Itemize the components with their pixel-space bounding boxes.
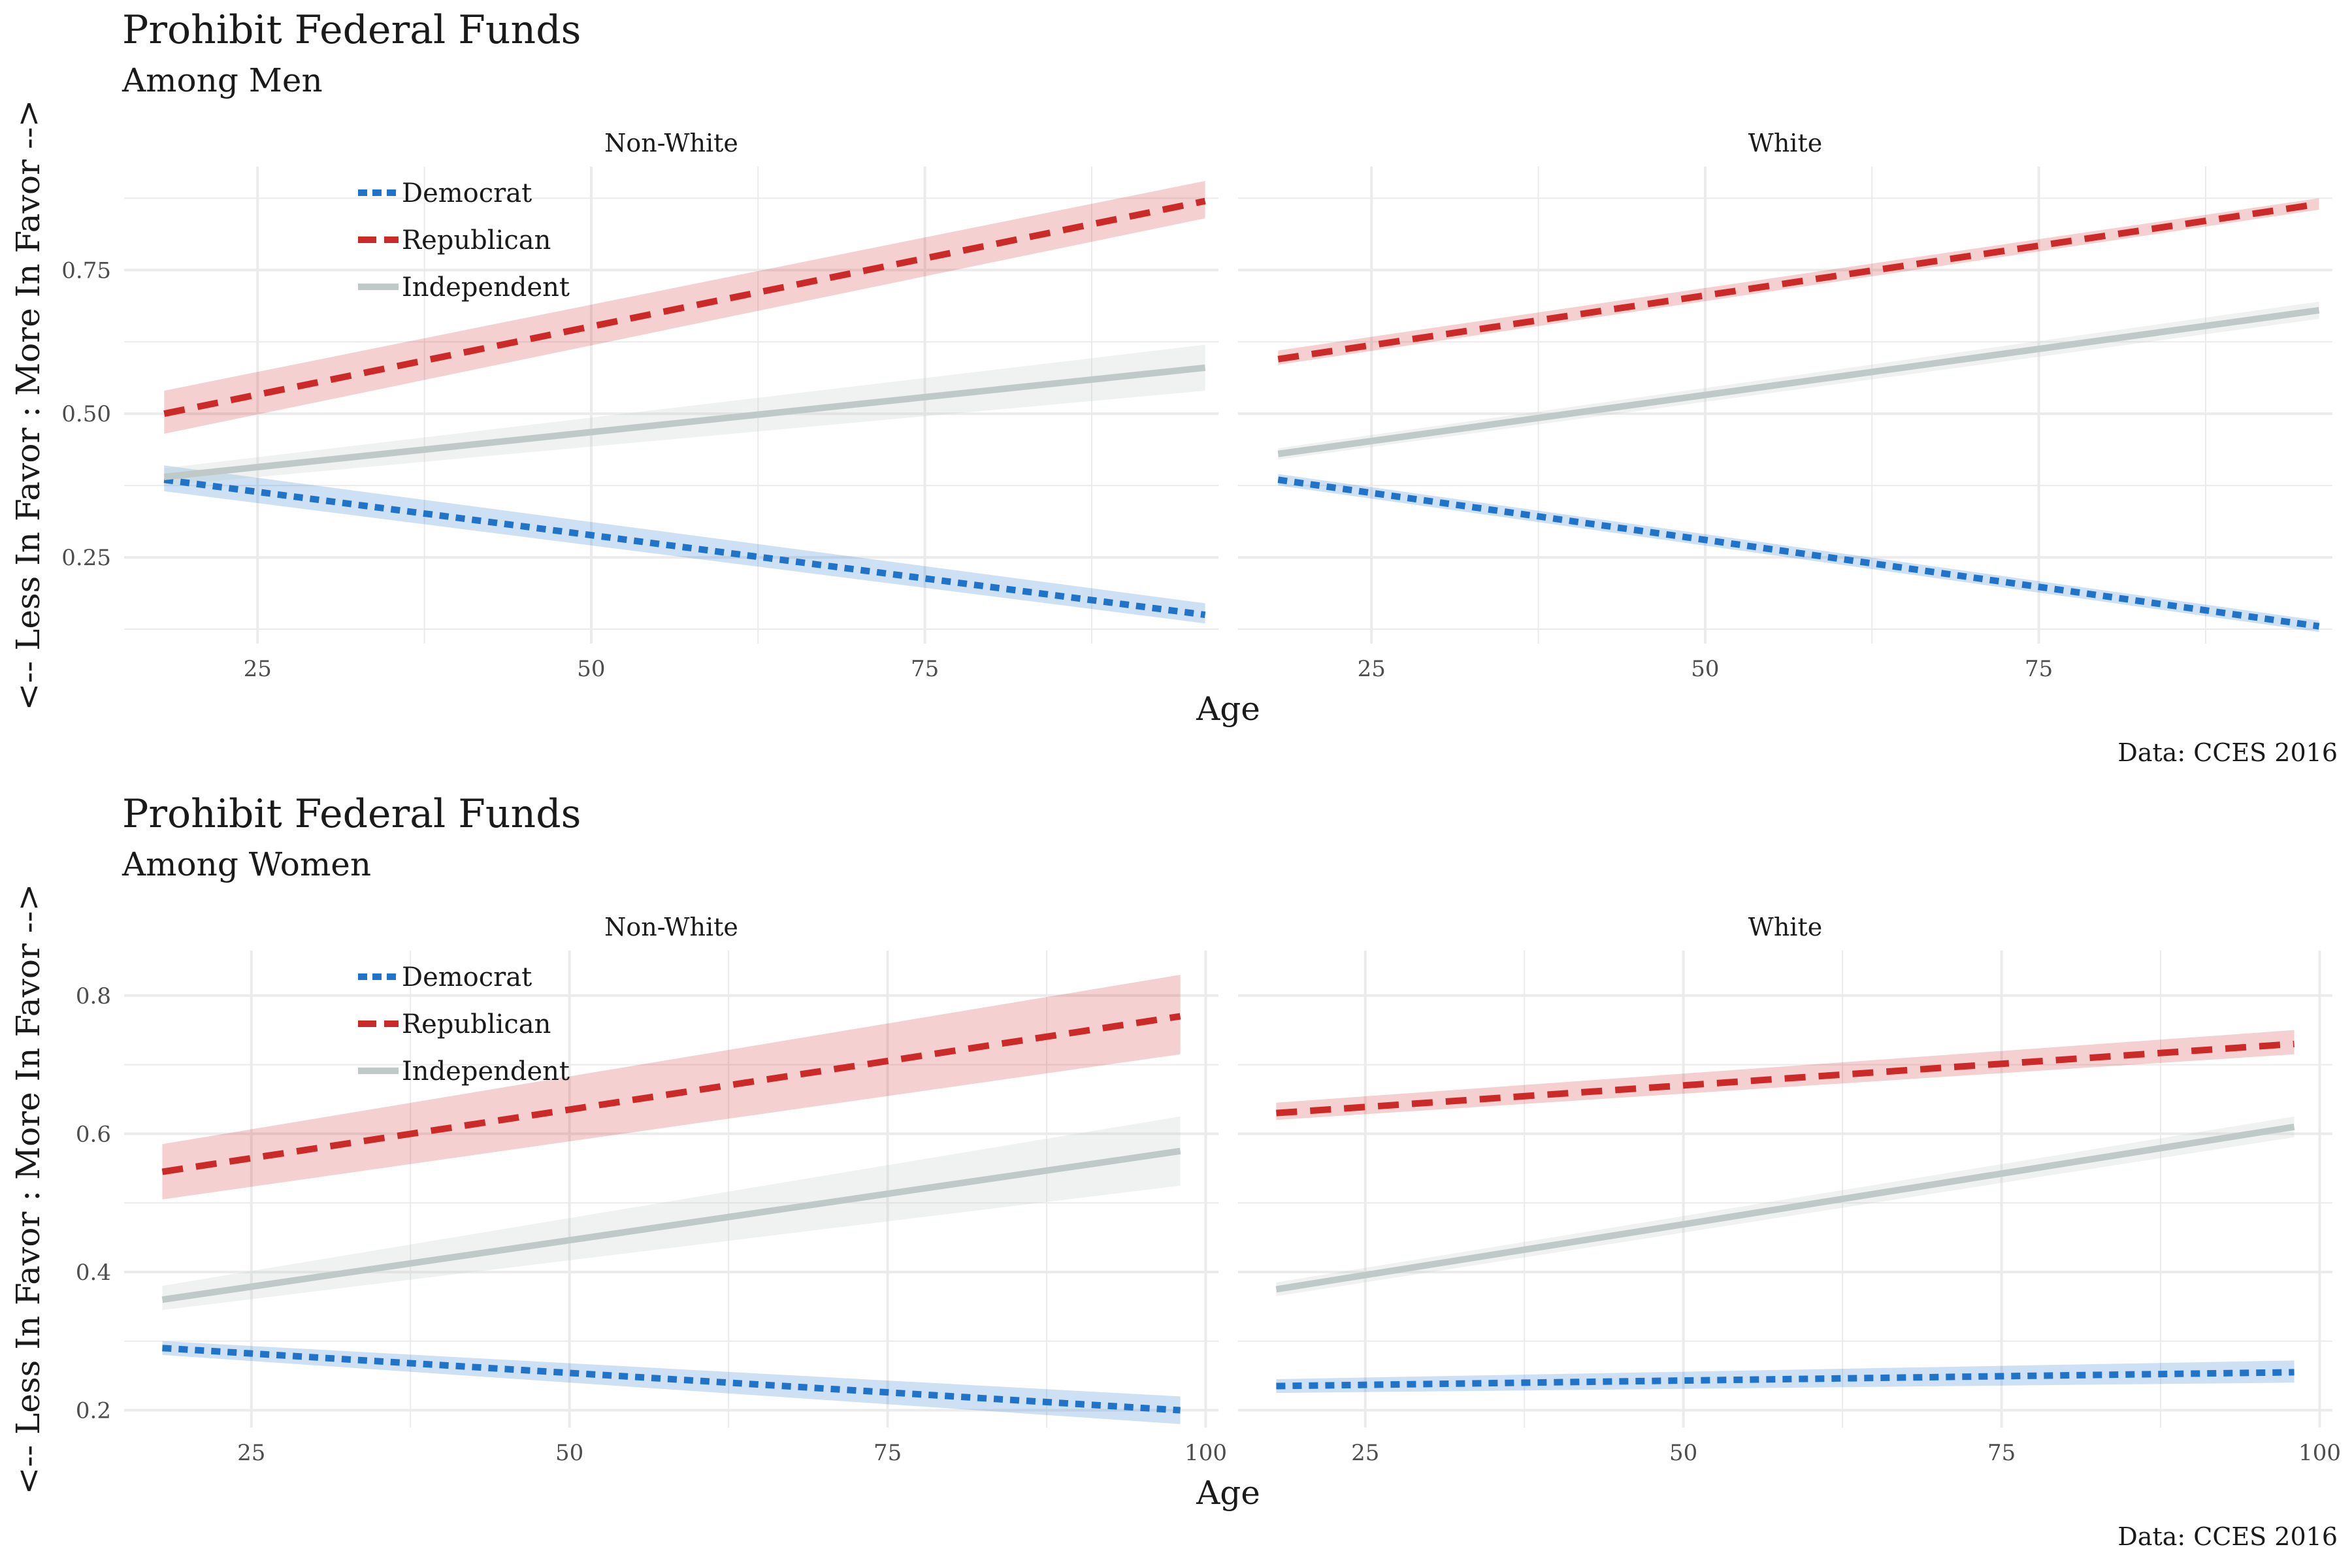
series-line-independent	[1277, 306, 2320, 457]
x-tick-label: 25	[1351, 1440, 1379, 1466]
chart-1: Prohibit Federal Funds Among Men Non-White…	[9, 7, 2338, 767]
y-tick-label: 0.4	[76, 1260, 111, 1286]
x-tick-label: 75	[2025, 656, 2053, 682]
panel-strip-label: White	[1748, 913, 1822, 941]
x-tick-label: 75	[911, 656, 939, 682]
x-tick-label: 50	[577, 656, 605, 682]
y-tick-label: 0.6	[76, 1121, 111, 1147]
ci-band-republican	[162, 975, 1181, 1200]
legend-label-republican: Republican	[402, 225, 551, 255]
panel-strip-label: Non-White	[604, 913, 738, 941]
ci-band-republican	[164, 180, 1205, 434]
legend-label-democrat: Democrat	[402, 178, 532, 208]
y-tick-label: 0.25	[61, 545, 111, 571]
caption: Data: CCES 2016	[2117, 738, 2338, 767]
x-axis-title: Age	[1196, 690, 1260, 728]
x-tick-label: 100	[1184, 1440, 1227, 1466]
x-tick-label: 100	[2298, 1440, 2341, 1466]
y-tick-label: 0.8	[76, 983, 111, 1009]
x-tick-label: 25	[244, 656, 272, 682]
series-line-republican	[1276, 1040, 2295, 1117]
x-tick-label: 50	[1669, 1440, 1697, 1466]
legend: Democrat Republican Independent	[358, 178, 570, 302]
chart-title: Prohibit Federal Funds	[122, 7, 581, 53]
x-axis-title: Age	[1196, 1474, 1260, 1512]
series-line-republican	[161, 1013, 1181, 1175]
series-line-democrat	[1277, 476, 2320, 630]
series-line-independent	[1275, 1123, 2295, 1293]
panel-white: White 25 50 75 100	[1238, 913, 2341, 1466]
x-tick-label: 75	[1987, 1440, 2016, 1466]
series-line-democrat	[162, 1345, 1181, 1414]
chart-subtitle: Among Men	[122, 61, 323, 99]
ci-band-democrat	[162, 1341, 1181, 1424]
ci-band-republican	[1276, 1030, 2295, 1120]
series-line-democrat	[1276, 1369, 2295, 1390]
panel-non-white: Non-White 25 50 75 Democrat Republican Indepen…	[124, 129, 1218, 682]
panel-white: White 25 50 75	[1238, 129, 2332, 682]
x-tick-label: 25	[237, 1440, 265, 1466]
x-tick-label: 75	[874, 1440, 902, 1466]
chart-2: Prohibit Federal Funds Among Women Non-Whi…	[9, 791, 2341, 1551]
legend-label-democrat: Democrat	[402, 962, 532, 992]
legend: Democrat Republican Independent	[358, 962, 570, 1086]
series-line-republican	[1277, 201, 2320, 363]
x-tick-label: 50	[555, 1440, 583, 1466]
series-line-republican	[163, 197, 1206, 417]
y-tick-label: 0.75	[61, 257, 111, 284]
y-axis-title: <-- Less In Favor : More In Favor -->	[9, 100, 47, 711]
legend-label-republican: Republican	[402, 1009, 551, 1039]
series-line-independent	[163, 364, 1206, 480]
y-tick-label: 0.2	[76, 1398, 111, 1424]
series-line-independent	[161, 1147, 1181, 1303]
y-tick-label: 0.50	[61, 401, 111, 427]
chart-title: Prohibit Federal Funds	[122, 791, 581, 837]
legend-label-independent: Independent	[402, 1056, 570, 1086]
legend-label-independent: Independent	[402, 272, 570, 302]
y-axis-title: <-- Less In Favor : More In Favor -->	[9, 884, 47, 1495]
panel-strip-label: Non-White	[604, 129, 738, 157]
panel-non-white: Non-White 25 50 75 100 Democrat Republican Inde…	[124, 913, 1227, 1466]
series-line-democrat	[163, 476, 1206, 618]
x-tick-label: 50	[1691, 656, 1719, 682]
panel-strip-label: White	[1748, 129, 1822, 157]
x-tick-label: 25	[1358, 656, 1386, 682]
caption: Data: CCES 2016	[2117, 1522, 2338, 1551]
chart-subtitle: Among Women	[122, 845, 371, 883]
